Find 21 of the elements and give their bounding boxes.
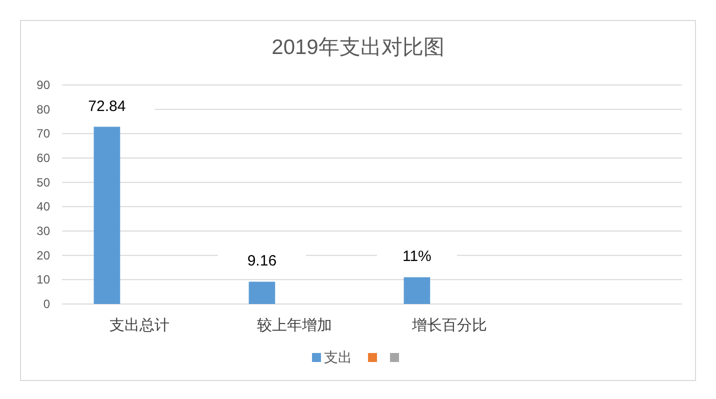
x-tick-label: 较上年增加 xyxy=(257,317,332,334)
x-tick-label: 支出总计 xyxy=(110,317,170,334)
legend-label: 支出 xyxy=(324,349,352,365)
bar xyxy=(248,282,276,304)
y-tick-label: 30 xyxy=(36,224,50,238)
y-tick-label: 60 xyxy=(36,151,50,165)
y-tick-label: 50 xyxy=(36,175,50,190)
y-tick-label: 20 xyxy=(36,248,50,262)
data-label: 9.16 xyxy=(247,252,277,270)
data-label: 72.84 xyxy=(88,98,126,115)
bar xyxy=(404,277,430,304)
y-tick-label: 40 xyxy=(36,200,50,214)
y-tick-label: 80 xyxy=(36,102,50,116)
chart-title: 2019年支出对比图 xyxy=(272,36,444,59)
x-tick-label: 增长百分比 xyxy=(411,317,487,334)
y-tick-label: 70 xyxy=(36,126,50,141)
y-tick-label: 90 xyxy=(36,78,50,92)
y-tick-label: 0 xyxy=(43,297,50,311)
bar xyxy=(94,126,120,304)
data-label: 11% xyxy=(402,248,432,266)
y-tick-label: 10 xyxy=(36,272,50,287)
